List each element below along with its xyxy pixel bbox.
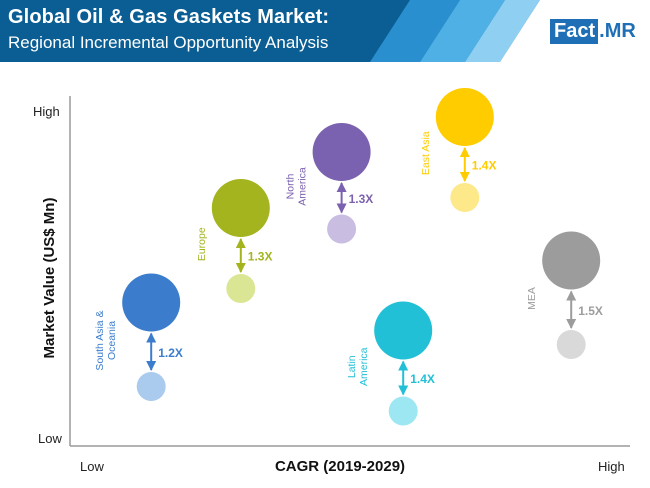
bubble-mea-high [542,231,601,290]
logo-mr-text: MR [604,19,636,42]
region-label-europe: Europe [196,227,208,261]
chart-marks: 1.2X South Asia &Oceania 1.3X Europe 1.3X Nor… [94,88,603,426]
y-tick-low: Low [38,431,62,446]
bubble-chart: High Low Low High CAGR (2019-2029) Marke… [33,88,630,475]
region-label-east-asia: East Asia [420,131,432,175]
region-label-line: Latin [346,355,358,378]
logo-fact-text: Fact [550,18,599,44]
bubble-east-asia-high [435,88,494,146]
axes: High Low Low High CAGR (2019-2029) Marke… [33,96,630,475]
region-label-mea: MEA [526,287,538,310]
region-label-line: South Asia & [94,310,106,370]
header-banner: Global Oil & Gas Gaskets Market: Regiona… [0,0,650,62]
region-mea: 1.5X MEA [526,231,603,359]
bubble-north-america-low [327,214,357,244]
bubble-south-asia-oceania-high [122,273,181,332]
header-stripe-2 [420,0,505,62]
region-east-asia: 1.4X East Asia [420,88,497,212]
region-label-line: MEA [526,287,538,310]
x-tick-high: High [598,459,625,474]
multiplier-east-asia: 1.4X [472,159,497,173]
bubble-europe-low [226,274,256,303]
region-label-line: America [297,167,309,206]
region-south-asia-oceania: 1.2X South Asia &Oceania [94,273,183,401]
region-label-north-america: NorthAmerica [285,167,309,206]
region-label-line: East Asia [420,131,432,175]
x-tick-low: Low [80,459,104,474]
region-europe: 1.3X Europe [196,179,273,303]
y-tick-high: High [33,104,60,119]
region-label-line: North [285,174,297,200]
multiplier-south-asia-oceania: 1.2X [158,346,183,360]
logo-dot-text: . [599,19,605,42]
multiplier-north-america: 1.3X [349,192,374,206]
bubble-north-america-high [312,123,371,181]
bubble-east-asia-low [450,183,480,212]
bubble-south-asia-oceania-low [136,372,166,401]
multiplier-europe: 1.3X [248,250,273,264]
x-axis-label: CAGR (2019-2029) [275,458,405,475]
region-label-line: Oceania [106,321,118,360]
header-stripe-1 [370,0,460,62]
bubble-latin-america-low [388,396,418,426]
region-label-latin-america: LatinAmerica [346,347,370,386]
region-north-america: 1.3X NorthAmerica [285,123,374,244]
bubble-mea-low [556,330,586,359]
multiplier-latin-america: 1.4X [410,372,435,386]
header-stripe-3 [465,0,540,62]
multiplier-mea: 1.5X [578,304,603,318]
y-axis-label: Market Value (US$ Mn) [41,198,58,359]
page-title: Global Oil & Gas Gaskets Market: [8,6,330,28]
page-subtitle: Regional Incremental Opportunity Analysi… [8,33,329,52]
factmr-logo: Fact. MR [550,17,636,45]
region-label-line: Europe [196,227,208,261]
bubble-latin-america-high [374,301,433,360]
region-latin-america: 1.4X LatinAmerica [346,301,435,426]
region-label-line: America [358,347,370,386]
bubble-europe-high [211,179,270,237]
region-label-south-asia-oceania: South Asia &Oceania [94,310,118,370]
